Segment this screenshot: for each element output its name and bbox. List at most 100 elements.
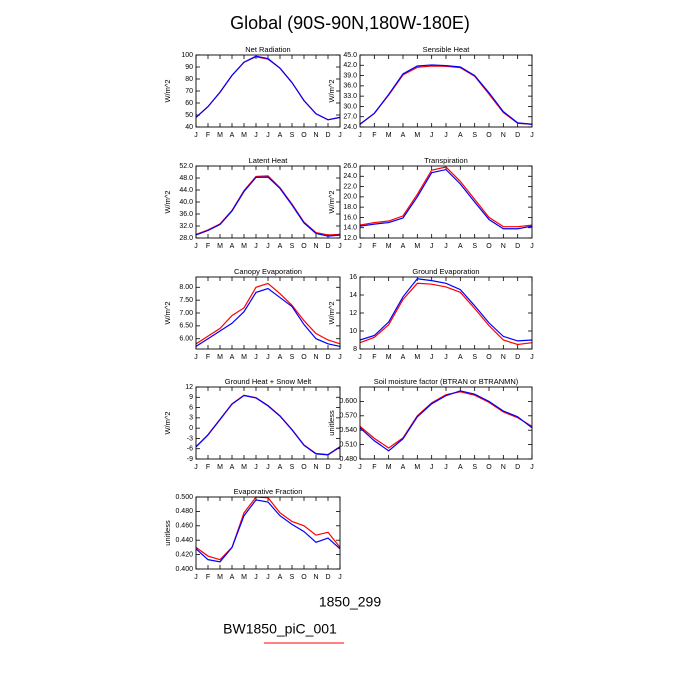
y-tick-label: 0.440 [175, 537, 193, 544]
panel-title: Ground Evaporation [412, 267, 479, 276]
y-tick-label: 14.0 [343, 225, 357, 232]
x-tick-label: M [386, 464, 392, 471]
x-tick-label: M [241, 574, 247, 581]
x-tick-label: N [313, 354, 318, 361]
x-tick-label: J [430, 354, 434, 361]
x-tick-label: M [241, 464, 247, 471]
x-tick-label: D [515, 354, 520, 361]
y-axis-label: W/m^2 [163, 301, 172, 324]
y-tick-label: 44.0 [179, 187, 193, 194]
y-tick-label: 6.50 [179, 323, 193, 330]
x-tick-label: N [313, 464, 318, 471]
x-tick-label: M [386, 354, 392, 361]
x-tick-label: N [501, 464, 506, 471]
series-line [195, 394, 341, 456]
y-tick-label: 80 [185, 76, 193, 83]
panel-title: Latent Heat [249, 156, 289, 165]
x-tick-label: A [278, 243, 283, 250]
y-tick-label: -6 [187, 446, 193, 453]
panel-title: Canopy Evaporation [234, 267, 302, 276]
x-tick-label: M [217, 132, 223, 139]
plot-frame [195, 54, 341, 128]
y-axis-label: unitless [163, 520, 172, 546]
plot-frame [359, 54, 533, 128]
series-line [359, 64, 533, 125]
y-tick-label: 0.480 [339, 456, 357, 463]
x-tick-label: J [266, 243, 270, 250]
y-tick-label: 45.0 [343, 52, 357, 59]
y-tick-label: 0.540 [339, 427, 357, 434]
y-tick-label: 100 [181, 52, 193, 59]
y-tick-label: 0.420 [175, 551, 193, 558]
x-tick-label: O [486, 243, 492, 250]
x-tick-label: J [194, 243, 198, 250]
x-tick-label: A [230, 243, 235, 250]
x-tick-label: M [217, 574, 223, 581]
y-tick-label: 14 [349, 292, 357, 299]
x-tick-label: A [458, 243, 463, 250]
x-tick-label: A [278, 464, 283, 471]
x-tick-label: S [290, 354, 295, 361]
x-tick-label: F [206, 354, 210, 361]
y-tick-label: 0.600 [339, 398, 357, 405]
x-tick-label: J [254, 574, 258, 581]
x-tick-label: J [338, 354, 342, 361]
panel-title: Ground Heat + Snow Melt [225, 377, 312, 386]
x-tick-label: S [290, 243, 295, 250]
y-tick-label: 70 [185, 88, 193, 95]
y-tick-label: 16 [349, 274, 357, 281]
y-tick-label: 24.0 [343, 173, 357, 180]
legend-label: 1850_299 [319, 594, 382, 610]
x-tick-label: J [254, 132, 258, 139]
x-tick-label: A [230, 574, 235, 581]
x-tick-label: J [530, 243, 534, 250]
x-tick-label: J [430, 132, 434, 139]
x-tick-label: M [414, 464, 420, 471]
x-tick-label: M [241, 243, 247, 250]
x-tick-label: M [217, 464, 223, 471]
x-tick-label: S [290, 574, 295, 581]
x-tick-label: N [501, 354, 506, 361]
x-tick-label: J [444, 354, 448, 361]
series-line [359, 390, 533, 452]
panel-title: Sensible Heat [423, 45, 471, 54]
x-tick-label: A [230, 464, 235, 471]
x-tick-label: N [313, 243, 318, 250]
x-tick-label: N [313, 132, 318, 139]
y-tick-label: 33.0 [343, 93, 357, 100]
y-tick-label: 39.0 [343, 72, 357, 79]
y-tick-label: 10 [349, 328, 357, 335]
x-tick-label: O [301, 132, 307, 139]
series-line [359, 166, 533, 228]
plot-frame [359, 276, 533, 350]
x-tick-label: A [401, 464, 406, 471]
x-tick-label: O [301, 574, 307, 581]
series-line [195, 287, 341, 348]
x-tick-label: M [414, 243, 420, 250]
y-tick-label: 8.00 [179, 284, 193, 291]
y-tick-label: 42.0 [343, 62, 357, 69]
y-tick-label: 16.0 [343, 214, 357, 221]
x-tick-label: O [486, 464, 492, 471]
x-tick-label: A [278, 132, 283, 139]
panel-title: Soil moisture factor (BTRAN or BTRANMN) [374, 377, 519, 386]
y-tick-label: 40.0 [179, 199, 193, 206]
series-line [195, 176, 341, 237]
x-tick-label: J [266, 132, 270, 139]
y-axis-label: W/m^2 [327, 79, 336, 102]
x-tick-label: J [194, 464, 198, 471]
x-tick-label: J [266, 354, 270, 361]
x-tick-label: J [266, 464, 270, 471]
y-axis-label: W/m^2 [163, 79, 172, 102]
series-line [195, 282, 341, 345]
y-tick-label: 30.0 [343, 103, 357, 110]
y-tick-label: 90 [185, 64, 193, 71]
x-tick-label: J [338, 464, 342, 471]
y-axis-label: W/m^2 [163, 411, 172, 434]
x-tick-label: M [217, 243, 223, 250]
y-tick-label: 32.0 [179, 223, 193, 230]
x-tick-label: D [515, 243, 520, 250]
x-tick-label: M [386, 243, 392, 250]
x-tick-label: F [372, 243, 376, 250]
